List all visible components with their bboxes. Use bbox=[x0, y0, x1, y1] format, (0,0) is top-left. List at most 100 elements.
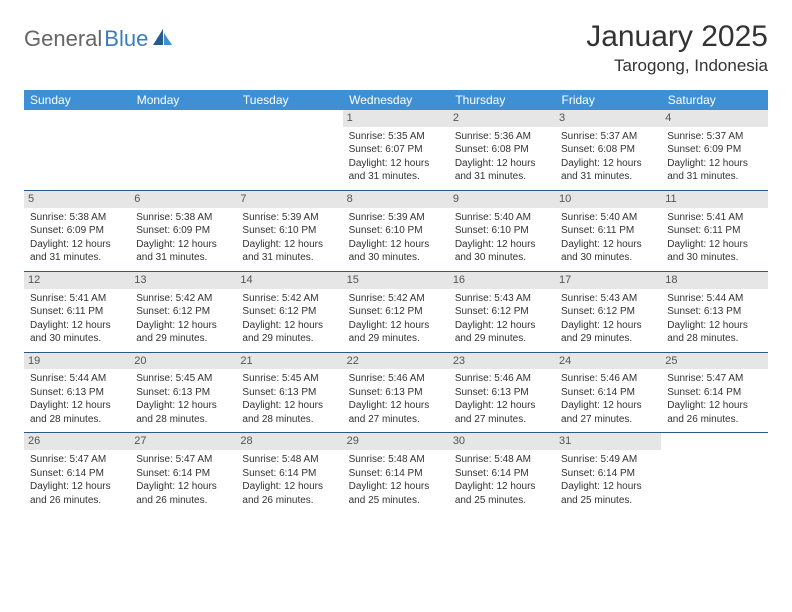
cell-line: Daylight: 12 hours bbox=[30, 319, 124, 333]
calendar-cell: 22Sunrise: 5:46 AMSunset: 6:13 PMDayligh… bbox=[343, 352, 449, 433]
calendar-cell: 30Sunrise: 5:48 AMSunset: 6:14 PMDayligh… bbox=[449, 433, 555, 513]
cell-line: Sunset: 6:14 PM bbox=[561, 386, 655, 400]
calendar-cell bbox=[130, 110, 236, 190]
cell-line: and 27 minutes. bbox=[349, 413, 443, 427]
calendar-cell: 19Sunrise: 5:44 AMSunset: 6:13 PMDayligh… bbox=[24, 352, 130, 433]
cell-line: Sunset: 6:09 PM bbox=[30, 224, 124, 238]
calendar-cell: 11 Sunrise: 5:41 AMSunset: 6:11 PMDayligh… bbox=[661, 190, 767, 271]
cell-line: Sunset: 6:08 PM bbox=[455, 143, 549, 157]
cell-line: Daylight: 12 hours bbox=[667, 319, 761, 333]
calendar-cell: 27Sunrise: 5:47 AMSunset: 6:14 PMDayligh… bbox=[130, 433, 236, 513]
calendar-cell: 25Sunrise: 5:47 AMSunset: 6:14 PMDayligh… bbox=[661, 352, 767, 433]
cell-line: and 27 minutes. bbox=[561, 413, 655, 427]
day-number: 18 bbox=[661, 272, 767, 289]
day-number: 17 bbox=[555, 272, 661, 289]
header: General Blue January 2025 Tarogong, Indo… bbox=[24, 20, 768, 76]
logo: General Blue bbox=[24, 26, 174, 52]
dow-monday: Monday bbox=[130, 90, 236, 110]
calendar-header-row: Sunday Monday Tuesday Wednesday Thursday… bbox=[24, 90, 768, 110]
cell-line: Sunset: 6:14 PM bbox=[349, 467, 443, 481]
cell-line: Daylight: 12 hours bbox=[242, 319, 336, 333]
cell-line: Sunrise: 5:41 AM bbox=[667, 211, 761, 225]
dow-tuesday: Tuesday bbox=[236, 90, 342, 110]
cell-line: Daylight: 12 hours bbox=[136, 480, 230, 494]
day-number: 14 bbox=[236, 272, 342, 289]
cell-line: and 30 minutes. bbox=[30, 332, 124, 346]
cell-line: Sunset: 6:14 PM bbox=[667, 386, 761, 400]
cell-line: Sunrise: 5:40 AM bbox=[561, 211, 655, 225]
calendar-week: 5Sunrise: 5:38 AMSunset: 6:09 PMDaylight… bbox=[24, 190, 768, 271]
cell-line: Sunset: 6:14 PM bbox=[455, 467, 549, 481]
cell-line: Daylight: 12 hours bbox=[667, 238, 761, 252]
cell-line: and 26 minutes. bbox=[30, 494, 124, 508]
cell-line: Sunrise: 5:37 AM bbox=[667, 130, 761, 144]
calendar-table: Sunday Monday Tuesday Wednesday Thursday… bbox=[24, 90, 768, 513]
cell-line: Sunrise: 5:35 AM bbox=[349, 130, 443, 144]
cell-line: Sunrise: 5:47 AM bbox=[136, 453, 230, 467]
cell-line: Sunset: 6:12 PM bbox=[136, 305, 230, 319]
day-number: 5 bbox=[24, 191, 130, 208]
cell-line: Sunset: 6:11 PM bbox=[561, 224, 655, 238]
cell-line: Sunrise: 5:48 AM bbox=[455, 453, 549, 467]
cell-line: and 31 minutes. bbox=[455, 170, 549, 184]
cell-line: Sunrise: 5:42 AM bbox=[349, 292, 443, 306]
day-number: 28 bbox=[236, 433, 342, 450]
day-number: 1 bbox=[343, 110, 449, 127]
cell-line: Daylight: 12 hours bbox=[455, 399, 549, 413]
cell-line: and 30 minutes. bbox=[455, 251, 549, 265]
day-number: 11 bbox=[661, 191, 767, 208]
dow-wednesday: Wednesday bbox=[343, 90, 449, 110]
cell-line: Sunset: 6:11 PM bbox=[667, 224, 761, 238]
cell-line: Daylight: 12 hours bbox=[455, 238, 549, 252]
cell-line: and 31 minutes. bbox=[349, 170, 443, 184]
cell-line: Daylight: 12 hours bbox=[349, 480, 443, 494]
cell-line: Daylight: 12 hours bbox=[30, 238, 124, 252]
calendar-week: 12Sunrise: 5:41 AMSunset: 6:11 PMDayligh… bbox=[24, 271, 768, 352]
cell-line: Sunset: 6:13 PM bbox=[349, 386, 443, 400]
calendar-cell: 13Sunrise: 5:42 AMSunset: 6:12 PMDayligh… bbox=[130, 271, 236, 352]
cell-line: Daylight: 12 hours bbox=[349, 157, 443, 171]
calendar-cell: 9Sunrise: 5:40 AMSunset: 6:10 PMDaylight… bbox=[449, 190, 555, 271]
cell-line: Daylight: 12 hours bbox=[561, 319, 655, 333]
cell-line: Daylight: 12 hours bbox=[561, 480, 655, 494]
cell-line: Sunset: 6:13 PM bbox=[136, 386, 230, 400]
cell-line: Sunset: 6:10 PM bbox=[455, 224, 549, 238]
cell-line: Sunrise: 5:36 AM bbox=[455, 130, 549, 144]
day-number: 24 bbox=[555, 353, 661, 370]
calendar-cell: 18Sunrise: 5:44 AMSunset: 6:13 PMDayligh… bbox=[661, 271, 767, 352]
cell-line: and 29 minutes. bbox=[242, 332, 336, 346]
day-number: 7 bbox=[236, 191, 342, 208]
calendar-cell: 17Sunrise: 5:43 AMSunset: 6:12 PMDayligh… bbox=[555, 271, 661, 352]
day-number: 13 bbox=[130, 272, 236, 289]
day-number: 9 bbox=[449, 191, 555, 208]
cell-line: Sunset: 6:08 PM bbox=[561, 143, 655, 157]
cell-line: Daylight: 12 hours bbox=[455, 157, 549, 171]
cell-line: Sunrise: 5:45 AM bbox=[242, 372, 336, 386]
cell-line: Daylight: 12 hours bbox=[242, 399, 336, 413]
cell-line: and 30 minutes. bbox=[667, 251, 761, 265]
cell-line: Daylight: 12 hours bbox=[349, 319, 443, 333]
cell-line: and 28 minutes. bbox=[30, 413, 124, 427]
cell-line: and 26 minutes. bbox=[667, 413, 761, 427]
day-number: 21 bbox=[236, 353, 342, 370]
calendar-cell: 29Sunrise: 5:48 AMSunset: 6:14 PMDayligh… bbox=[343, 433, 449, 513]
calendar-cell: 21Sunrise: 5:45 AMSunset: 6:13 PMDayligh… bbox=[236, 352, 342, 433]
calendar-cell: 1Sunrise: 5:35 AMSunset: 6:07 PMDaylight… bbox=[343, 110, 449, 190]
day-number: 23 bbox=[449, 353, 555, 370]
calendar-week: 1Sunrise: 5:35 AMSunset: 6:07 PMDaylight… bbox=[24, 110, 768, 190]
cell-line: Daylight: 12 hours bbox=[561, 157, 655, 171]
day-number: 22 bbox=[343, 353, 449, 370]
day-number: 6 bbox=[130, 191, 236, 208]
calendar-cell: 20Sunrise: 5:45 AMSunset: 6:13 PMDayligh… bbox=[130, 352, 236, 433]
cell-line: Sunset: 6:14 PM bbox=[136, 467, 230, 481]
calendar-cell bbox=[661, 433, 767, 513]
logo-text-general: General bbox=[24, 26, 102, 52]
cell-line: Sunrise: 5:41 AM bbox=[30, 292, 124, 306]
dow-saturday: Saturday bbox=[661, 90, 767, 110]
day-number: 31 bbox=[555, 433, 661, 450]
calendar-cell: 8Sunrise: 5:39 AMSunset: 6:10 PMDaylight… bbox=[343, 190, 449, 271]
cell-line: Daylight: 12 hours bbox=[455, 319, 549, 333]
cell-line: Daylight: 12 hours bbox=[136, 399, 230, 413]
cell-line: Daylight: 12 hours bbox=[242, 480, 336, 494]
day-number: 19 bbox=[24, 353, 130, 370]
